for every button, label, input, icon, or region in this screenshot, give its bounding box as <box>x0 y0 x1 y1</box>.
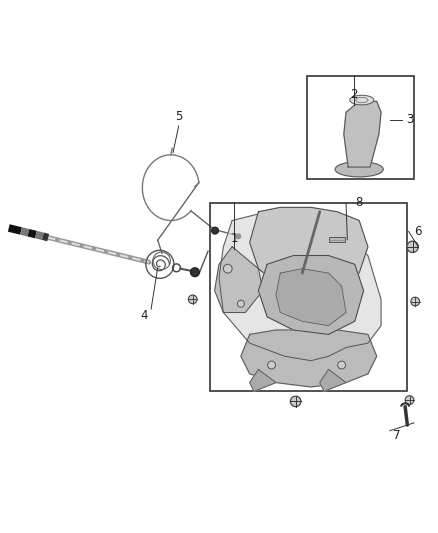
Text: 4: 4 <box>141 309 148 322</box>
Circle shape <box>411 297 420 306</box>
Bar <box>307 76 414 179</box>
Polygon shape <box>215 247 263 312</box>
Polygon shape <box>250 369 276 391</box>
Circle shape <box>223 264 232 273</box>
Polygon shape <box>344 101 381 167</box>
Polygon shape <box>219 212 381 361</box>
Text: 2: 2 <box>350 88 358 101</box>
Circle shape <box>188 295 197 304</box>
Circle shape <box>191 268 199 277</box>
Circle shape <box>290 396 301 407</box>
Text: 7: 7 <box>392 429 400 442</box>
Circle shape <box>235 233 241 239</box>
Text: 5: 5 <box>175 110 182 123</box>
Circle shape <box>338 361 346 369</box>
Polygon shape <box>276 269 346 326</box>
Polygon shape <box>258 255 364 334</box>
Polygon shape <box>241 330 377 387</box>
Text: 6: 6 <box>414 225 422 238</box>
Bar <box>328 237 345 243</box>
Text: 1: 1 <box>230 231 238 245</box>
Circle shape <box>212 227 219 234</box>
Circle shape <box>237 300 244 307</box>
Bar <box>210 203 407 391</box>
Ellipse shape <box>350 95 374 105</box>
Polygon shape <box>250 207 368 295</box>
Circle shape <box>405 395 414 405</box>
Circle shape <box>268 361 276 369</box>
Text: 8: 8 <box>356 197 363 209</box>
Circle shape <box>407 241 418 253</box>
Text: 3: 3 <box>406 114 413 126</box>
Ellipse shape <box>335 161 383 177</box>
Polygon shape <box>320 369 346 391</box>
